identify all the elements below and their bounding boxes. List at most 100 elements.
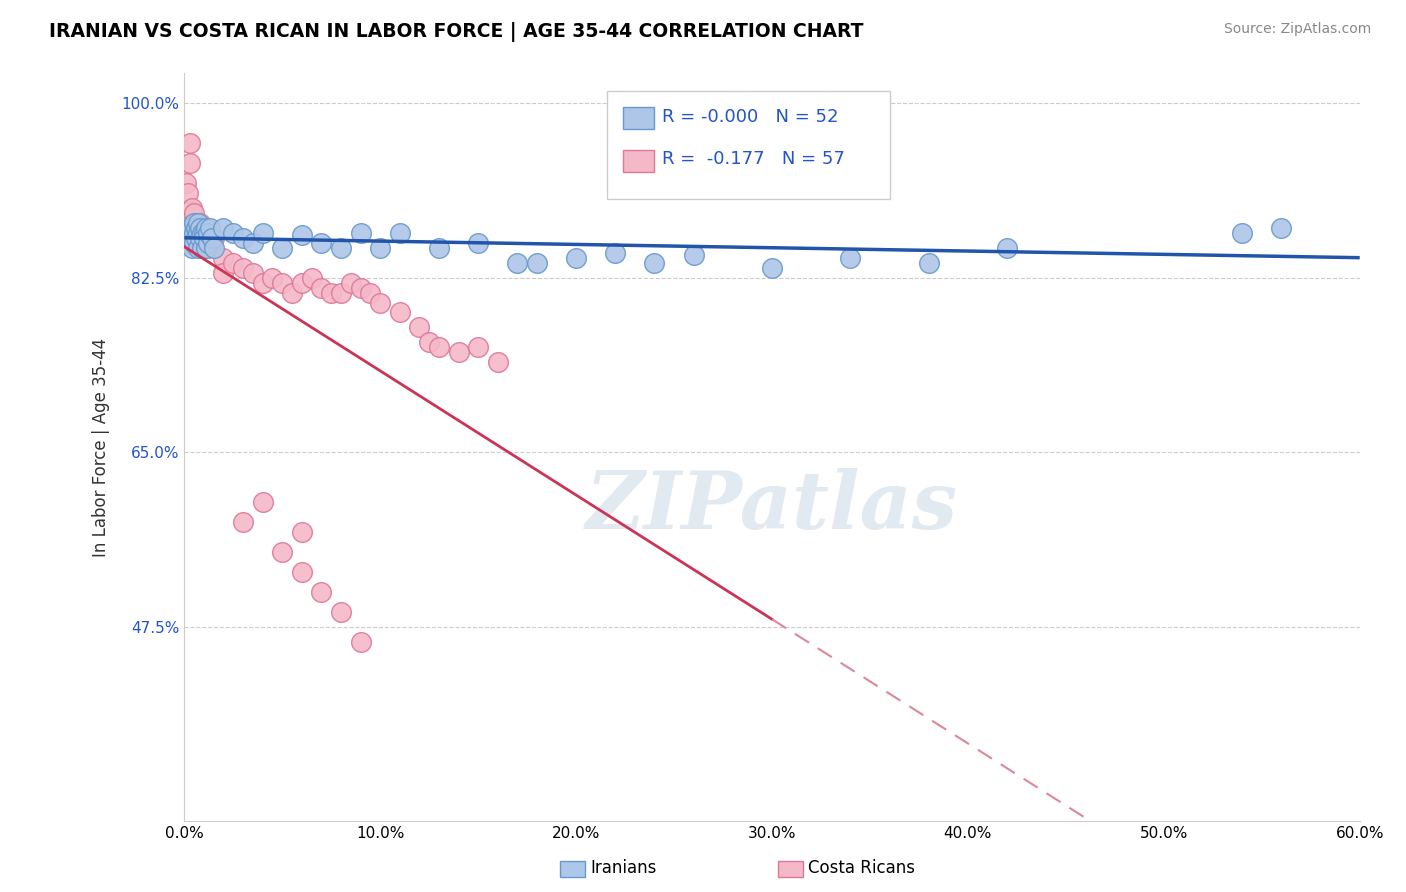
Point [408,320,430,334]
Point [183,205,205,219]
Point [198,230,221,244]
Point [467,235,489,250]
Point [427,340,450,354]
Point [368,295,391,310]
Point [183,235,205,250]
Point [311,585,333,599]
Point [1230,226,1253,240]
Point [330,605,353,619]
Point [181,241,204,255]
Point [682,247,704,261]
Point [187,226,209,240]
Point [181,201,204,215]
Point [349,280,371,294]
Point [184,216,207,230]
Point [232,515,254,529]
Point [184,220,207,235]
Point [368,241,391,255]
Point [202,241,225,255]
Point [179,136,201,150]
Point [995,241,1018,255]
Point [349,226,371,240]
Text: ZIPatlas: ZIPatlas [586,468,957,546]
Text: R =  -0.177   N = 57: R = -0.177 N = 57 [662,150,845,168]
Point [194,241,217,255]
Point [187,226,209,240]
Point [183,216,205,230]
Point [181,230,204,244]
Point [197,235,219,250]
Point [188,220,211,235]
Point [232,260,254,275]
Point [271,545,294,559]
Point [174,176,197,190]
Point [198,220,221,235]
Point [181,216,204,230]
Point [197,241,219,255]
Point [184,220,207,235]
Point [427,241,450,255]
Point [187,230,209,244]
Point [191,241,214,255]
Point [212,251,235,265]
Point [183,226,205,240]
Point [486,355,509,369]
Point [252,276,274,290]
Point [183,226,205,240]
Point [194,226,217,240]
Point [643,255,665,269]
Point [188,226,211,240]
Point [222,255,245,269]
Point [252,226,274,240]
Point [242,266,264,280]
Point [212,266,235,280]
Point [418,335,440,350]
Point [311,235,333,250]
Point [761,260,783,275]
Text: Costa Ricans: Costa Ricans [808,859,915,877]
Point [311,280,333,294]
Point [281,285,304,300]
Point [506,255,529,269]
Point [340,276,363,290]
Point [526,255,548,269]
Point [177,186,200,200]
Point [242,235,264,250]
Point [291,565,314,579]
Point [839,251,862,265]
Point [193,230,215,244]
Point [918,255,941,269]
Point [193,230,215,244]
Point [179,156,201,170]
Point [467,340,489,354]
Point [388,226,411,240]
Point [330,241,353,255]
Point [222,226,245,240]
Point [184,230,207,244]
Point [193,226,215,240]
Point [388,305,411,319]
Point [1270,220,1292,235]
Text: IRANIAN VS COSTA RICAN IN LABOR FORCE | AGE 35-44 CORRELATION CHART: IRANIAN VS COSTA RICAN IN LABOR FORCE | … [49,22,863,42]
Point [202,230,225,244]
Text: Iranians: Iranians [591,859,657,877]
Point [212,220,235,235]
Point [291,276,314,290]
Point [179,220,201,235]
Point [605,245,627,260]
Point [232,230,254,244]
Point [271,276,294,290]
Point [565,251,588,265]
Point [301,270,323,285]
Point [262,270,284,285]
Point [187,241,209,255]
Point [193,235,215,250]
Point [197,226,219,240]
Point [191,241,214,255]
Point [291,524,314,539]
Point [177,235,200,250]
Point [321,285,343,300]
Point [271,241,294,255]
Point [252,495,274,509]
Point [349,635,371,649]
